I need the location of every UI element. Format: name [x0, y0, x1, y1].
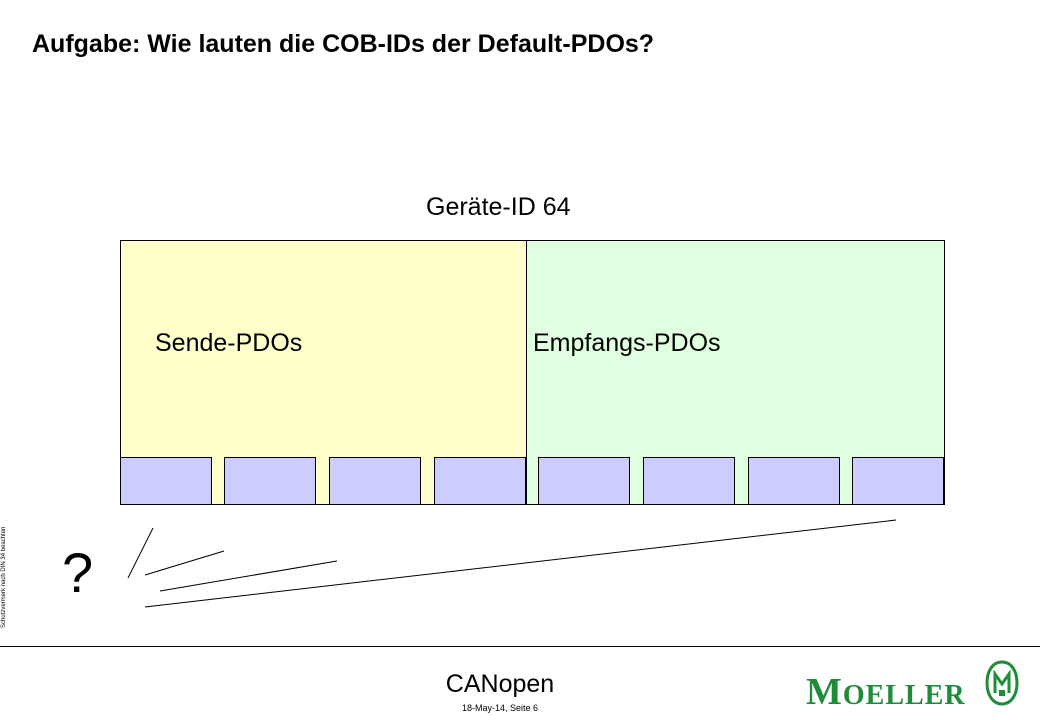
pointer-line-1: [127, 527, 154, 579]
pdo-slot-8: [852, 457, 944, 505]
pointer-line-4: [144, 519, 897, 608]
pdo-slot-1: [120, 457, 212, 505]
question-mark: ?: [62, 541, 94, 604]
moeller-logo: MOELLER: [806, 670, 966, 714]
pdo-slot-4: [434, 457, 526, 505]
send-pdo-label: Sende-PDOs: [155, 329, 303, 357]
pdo-slot-2: [224, 457, 316, 505]
moeller-emblem-icon: [985, 660, 1019, 706]
receive-pdo-label: Empfangs-PDOs: [533, 329, 721, 357]
pdo-slot-6: [643, 457, 735, 505]
pointer-line-3: [159, 560, 338, 592]
copyright-note: Schutzvermerk nach DIN 34 beachten: [1, 526, 7, 628]
pdo-slot-3: [329, 457, 421, 505]
pdo-slot-7: [748, 457, 840, 505]
logo-rest: OELLER: [842, 680, 966, 711]
slide-title: Aufgabe: Wie lauten die COB-IDs der Defa…: [32, 30, 655, 58]
pdo-slot-5: [538, 457, 630, 505]
device-id-label: Geräte-ID 64: [426, 193, 571, 221]
footer-date-page: 18-May-14, Seite 6: [461, 703, 539, 713]
footer-divider: [0, 646, 1040, 647]
logo-initial: M: [806, 671, 843, 713]
pointer-line-2: [144, 550, 225, 576]
footer-title: CANopen: [445, 670, 555, 698]
